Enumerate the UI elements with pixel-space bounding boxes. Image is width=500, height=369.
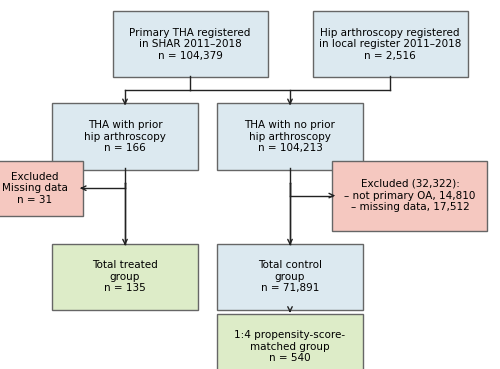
FancyBboxPatch shape bbox=[112, 11, 268, 77]
FancyBboxPatch shape bbox=[0, 161, 82, 216]
Text: Total control
group
n = 71,891: Total control group n = 71,891 bbox=[258, 260, 322, 293]
FancyBboxPatch shape bbox=[218, 314, 362, 369]
Text: Excluded
Missing data
n = 31: Excluded Missing data n = 31 bbox=[2, 172, 68, 205]
Text: 1:4 propensity-score-
matched group
n = 540: 1:4 propensity-score- matched group n = … bbox=[234, 330, 346, 363]
Text: THA with prior
hip arthroscopy
n = 166: THA with prior hip arthroscopy n = 166 bbox=[84, 120, 166, 153]
Text: Primary THA registered
in SHAR 2011–2018
n = 104,379: Primary THA registered in SHAR 2011–2018… bbox=[130, 28, 250, 61]
Text: Total treated
group
n = 135: Total treated group n = 135 bbox=[92, 260, 158, 293]
FancyBboxPatch shape bbox=[52, 244, 198, 310]
Text: THA with no prior
hip arthroscopy
n = 104,213: THA with no prior hip arthroscopy n = 10… bbox=[244, 120, 336, 153]
Text: Hip arthroscopy registered
in local register 2011–2018
n = 2,516: Hip arthroscopy registered in local regi… bbox=[319, 28, 461, 61]
FancyBboxPatch shape bbox=[52, 103, 198, 170]
FancyBboxPatch shape bbox=[332, 161, 488, 231]
FancyBboxPatch shape bbox=[312, 11, 468, 77]
FancyBboxPatch shape bbox=[218, 244, 362, 310]
FancyBboxPatch shape bbox=[218, 103, 362, 170]
Text: Excluded (32,322):
– not primary OA, 14,810
– missing data, 17,512: Excluded (32,322): – not primary OA, 14,… bbox=[344, 179, 476, 212]
